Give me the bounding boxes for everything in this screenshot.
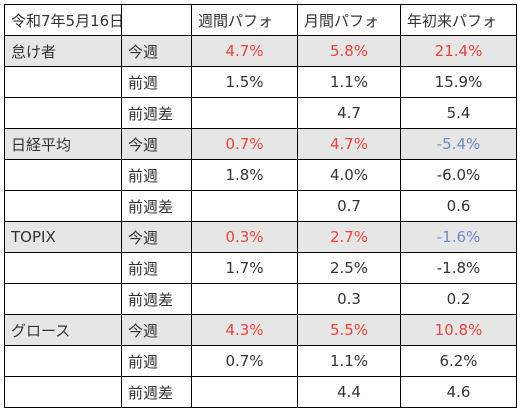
table-row: TOPIX 今週 0.3% 2.7% -1.6% xyxy=(4,221,517,253)
index-name-cell xyxy=(4,345,122,377)
monthly-cell: 2.7% xyxy=(297,221,401,253)
monthly-cell: 1.1% xyxy=(297,345,401,377)
period-label-cell: 今週 xyxy=(121,221,192,253)
date-header: 令和7年5月16日 xyxy=(4,4,122,36)
period-label-cell: 前週差 xyxy=(121,97,192,129)
index-name-cell xyxy=(4,252,122,284)
header-row: 令和7年5月16日 週間パフォ 月間パフォ 年初来パフォ xyxy=(4,4,517,36)
table-row: 前週差 4.7 5.4 xyxy=(4,97,517,129)
monthly-cell: 1.1% xyxy=(297,66,401,98)
period-label-cell: 前週差 xyxy=(121,283,192,315)
monthly-cell: 4.0% xyxy=(297,159,401,191)
table-row: 怠け者 今週 4.7% 5.8% 21.4% xyxy=(4,35,517,67)
ytd-cell: 0.2 xyxy=(400,283,517,315)
period-label-cell: 前週 xyxy=(121,252,192,284)
table-row: グロース 今週 4.3% 5.5% 10.8% xyxy=(4,314,517,346)
ytd-cell: -1.6% xyxy=(400,221,517,253)
period-label-cell: 今週 xyxy=(121,35,192,67)
ytd-column-header: 年初来パフォ xyxy=(400,4,517,36)
monthly-column-header: 月間パフォ xyxy=(297,4,401,36)
table-row: 前週差 0.3 0.2 xyxy=(4,283,517,315)
monthly-cell: 0.3 xyxy=(297,283,401,315)
ytd-cell: 15.9% xyxy=(400,66,517,98)
weekly-cell: 1.5% xyxy=(191,66,298,98)
table-row: 前週 1.8% 4.0% -6.0% xyxy=(4,159,517,191)
ytd-cell: -1.8% xyxy=(400,252,517,284)
weekly-cell xyxy=(191,97,298,129)
index-name-cell xyxy=(4,190,122,222)
weekly-cell xyxy=(191,283,298,315)
weekly-cell: 1.7% xyxy=(191,252,298,284)
monthly-cell: 0.7 xyxy=(297,190,401,222)
monthly-cell: 4.7% xyxy=(297,128,401,160)
table-body: 怠け者 今週 4.7% 5.8% 21.4% 前週 1.5% 1.1% 15.9% 前週差 4.7 5… xyxy=(4,35,517,408)
weekly-cell: 4.7% xyxy=(191,35,298,67)
index-name-cell: グロース xyxy=(4,314,122,346)
ytd-cell: 0.6 xyxy=(400,190,517,222)
weekly-cell xyxy=(191,190,298,222)
weekly-cell: 0.7% xyxy=(191,128,298,160)
table-row: 前週 1.7% 2.5% -1.8% xyxy=(4,252,517,284)
monthly-cell: 4.7 xyxy=(297,97,401,129)
weekly-cell: 1.8% xyxy=(191,159,298,191)
weekly-cell: 4.3% xyxy=(191,314,298,346)
ytd-cell: -5.4% xyxy=(400,128,517,160)
table-row: 前週 1.5% 1.1% 15.9% xyxy=(4,66,517,98)
period-label-cell: 前週 xyxy=(121,159,192,191)
weekly-cell: 0.7% xyxy=(191,345,298,377)
period-label-cell: 前週 xyxy=(121,66,192,98)
index-name-cell xyxy=(4,97,122,129)
period-label-cell: 今週 xyxy=(121,314,192,346)
period-label-cell: 前週差 xyxy=(121,190,192,222)
period-label-cell: 今週 xyxy=(121,128,192,160)
monthly-cell: 5.8% xyxy=(297,35,401,67)
ytd-cell: 5.4 xyxy=(400,97,517,129)
index-name-cell: 怠け者 xyxy=(4,35,122,67)
monthly-cell: 5.5% xyxy=(297,314,401,346)
monthly-cell: 2.5% xyxy=(297,252,401,284)
table-row: 日経平均 今週 0.7% 4.7% -5.4% xyxy=(4,128,517,160)
table-row: 前週差 0.7 0.6 xyxy=(4,190,517,222)
ytd-cell: 10.8% xyxy=(400,314,517,346)
weekly-cell: 0.3% xyxy=(191,221,298,253)
table-row: 前週 0.7% 1.1% 6.2% xyxy=(4,345,517,377)
index-name-cell xyxy=(4,66,122,98)
blank-header xyxy=(121,4,192,36)
ytd-cell: 21.4% xyxy=(400,35,517,67)
ytd-cell: -6.0% xyxy=(400,159,517,191)
performance-table: 令和7年5月16日 週間パフォ 月間パフォ 年初来パフォ 怠け者 今週 4.7% 5.… xyxy=(4,4,517,408)
period-label-cell: 前週 xyxy=(121,345,192,377)
weekly-column-header: 週間パフォ xyxy=(191,4,298,36)
index-name-cell: TOPIX xyxy=(4,221,122,253)
ytd-cell: 6.2% xyxy=(400,345,517,377)
index-name-cell xyxy=(4,159,122,191)
index-name-cell xyxy=(4,283,122,315)
index-name-cell: 日経平均 xyxy=(4,128,122,160)
